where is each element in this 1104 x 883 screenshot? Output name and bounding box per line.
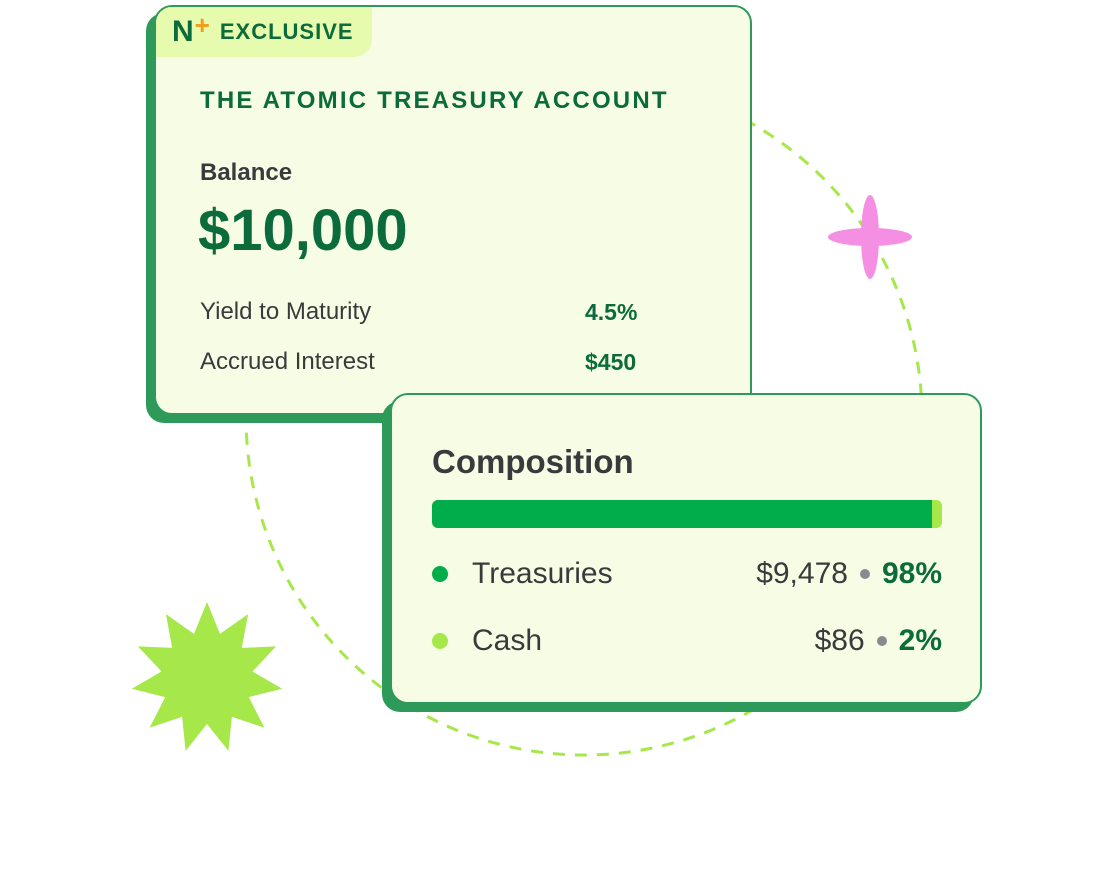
yield-value: 4.5% (585, 299, 638, 325)
item-label: Treasuries (472, 557, 613, 590)
composition-title: Composition (432, 443, 634, 480)
item-percent: 98% (881, 557, 942, 590)
treasuries-dot-icon (432, 566, 448, 582)
separator-dot-icon (876, 636, 887, 646)
accrued-interest-label: Accrued Interest (200, 348, 375, 375)
brand-logo-icon: N (172, 15, 194, 48)
exclusive-badge: N + EXCLUSIVE (156, 7, 372, 57)
cash-dot-icon (432, 633, 448, 649)
bar-segment-cash (931, 500, 942, 528)
yield-label: Yield to Maturity (200, 298, 372, 325)
item-percent: 2% (898, 624, 942, 657)
separator-dot-icon (859, 569, 870, 579)
accrued-interest-value: $450 (585, 349, 637, 375)
plus-icon: + (194, 9, 210, 40)
balance-value: $10,000 (198, 198, 408, 263)
item-amount: $9,478 (756, 557, 848, 590)
starburst-icon (131, 602, 283, 751)
list-item-treasuries: Treasuries $9,478 98% (432, 554, 942, 594)
item-label: Cash (472, 624, 543, 657)
badge-label: EXCLUSIVE (219, 19, 354, 44)
list-item-cash: Cash $86 2% (432, 621, 942, 661)
flower-icon (828, 195, 912, 279)
item-amount: $86 (814, 624, 865, 657)
bar-segment-treasuries (432, 500, 932, 528)
balance-label: Balance (200, 159, 293, 186)
account-title: THE ATOMIC TREASURY ACCOUNT (200, 87, 669, 114)
composition-card: Composition Treasuries $9,478 98% Cash $… (390, 393, 982, 704)
composition-bar (432, 500, 942, 528)
account-card: N + EXCLUSIVE THE ATOMIC TREASURY ACCOUNT… (154, 5, 752, 415)
